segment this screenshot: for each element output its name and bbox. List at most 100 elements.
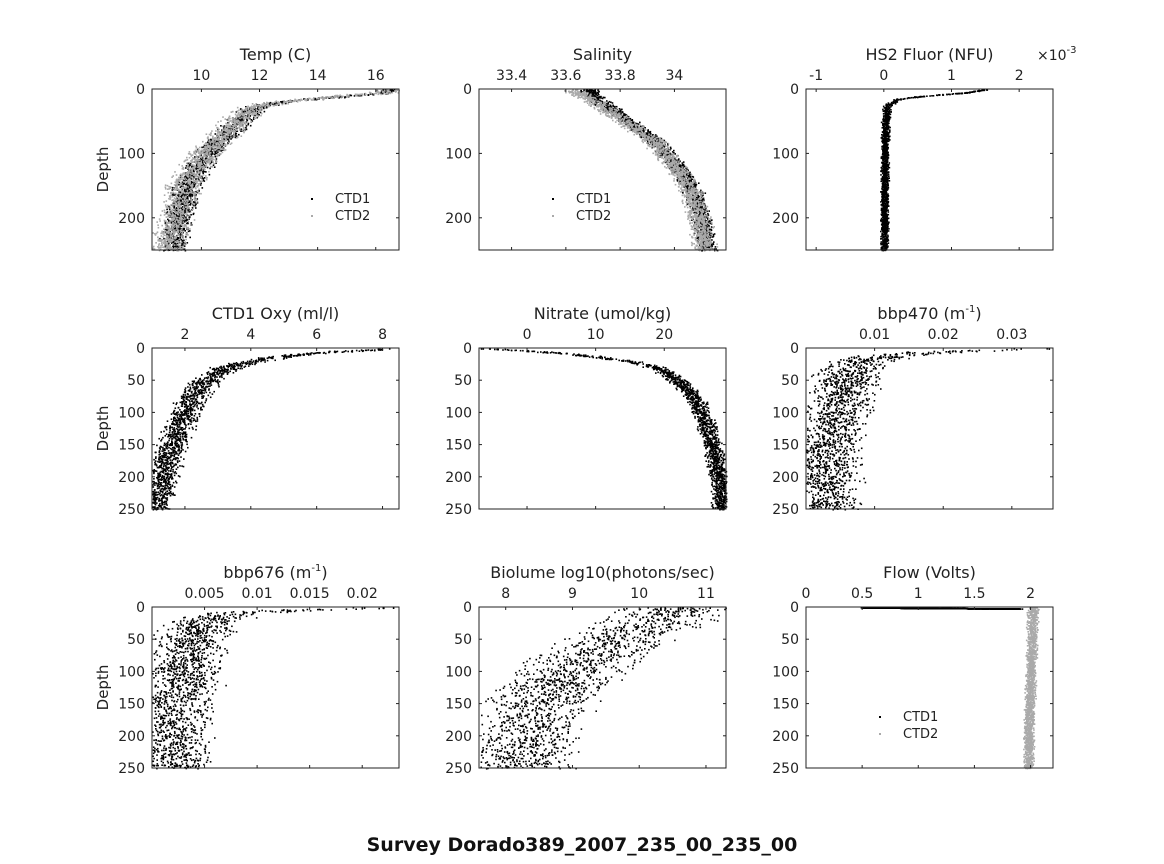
data-point — [175, 186, 177, 189]
data-point — [185, 226, 188, 228]
data-point — [236, 114, 239, 117]
data-point — [576, 89, 579, 91]
data-point — [244, 110, 247, 113]
data-point — [198, 161, 200, 164]
data-point — [189, 189, 192, 192]
data-point — [199, 160, 201, 163]
data-point — [174, 216, 176, 219]
data-point — [200, 151, 202, 153]
axes-box — [151, 88, 400, 251]
data-point — [693, 232, 696, 235]
data-point — [183, 208, 185, 210]
data-point — [633, 133, 635, 136]
data-point — [269, 101, 272, 104]
data-point — [167, 207, 169, 209]
data-point — [244, 122, 247, 124]
data-point — [680, 169, 683, 171]
data-point — [695, 204, 698, 207]
data-point — [686, 185, 688, 188]
data-point — [708, 237, 710, 240]
data-point — [710, 232, 712, 235]
data-point — [655, 134, 657, 136]
data-point — [161, 244, 163, 246]
data-point — [256, 105, 258, 107]
data-point — [180, 173, 182, 176]
data-point — [184, 177, 186, 179]
data-point — [601, 109, 604, 112]
data-point — [258, 107, 261, 110]
data-point — [182, 196, 184, 198]
data-point — [255, 117, 257, 119]
data-point — [599, 113, 602, 115]
data-point — [182, 210, 185, 212]
data-point — [193, 203, 195, 205]
data-point — [232, 129, 234, 131]
data-point — [188, 163, 191, 166]
data-point — [689, 175, 692, 178]
data-point — [227, 130, 230, 132]
data-point — [710, 226, 713, 228]
data-point — [189, 201, 192, 203]
data-point — [170, 215, 173, 218]
data-point — [688, 189, 690, 191]
data-point — [174, 201, 177, 204]
data-point — [198, 170, 201, 173]
data-point — [223, 149, 226, 152]
data-point — [647, 130, 649, 132]
data-point — [178, 192, 181, 195]
data-point — [622, 116, 624, 119]
data-point — [191, 176, 193, 179]
data-point — [237, 122, 239, 125]
data-point — [174, 248, 177, 250]
data-point — [240, 122, 242, 125]
data-point — [232, 131, 235, 133]
data-point — [228, 129, 231, 131]
data-point — [233, 119, 235, 122]
data-point — [615, 105, 618, 108]
data-point — [196, 198, 199, 200]
data-point — [234, 122, 237, 125]
data-point — [582, 97, 585, 100]
data-point — [233, 135, 236, 137]
data-point — [222, 141, 224, 143]
data-point — [681, 172, 683, 175]
data-point — [201, 162, 204, 164]
data-point — [167, 232, 170, 235]
data-point — [242, 129, 245, 132]
data-point — [693, 200, 695, 202]
data-point — [177, 216, 179, 219]
data-point — [176, 186, 178, 188]
data-point — [206, 156, 209, 159]
data-point — [670, 147, 672, 150]
data-point — [695, 185, 697, 187]
data-point — [220, 146, 223, 148]
data-point — [184, 175, 187, 178]
data-point — [706, 210, 708, 213]
data-point — [677, 158, 680, 161]
data-point — [596, 91, 599, 94]
data-point — [247, 117, 250, 120]
data-point — [254, 108, 257, 110]
data-point — [255, 105, 257, 107]
data-point — [258, 114, 260, 116]
data-point — [634, 122, 636, 124]
data-point — [184, 200, 187, 202]
data-point — [590, 90, 592, 93]
data-point — [180, 200, 182, 203]
data-point — [163, 230, 166, 233]
data-point — [390, 90, 393, 92]
data-point — [188, 192, 191, 194]
data-point — [163, 237, 165, 240]
data-point — [701, 224, 704, 226]
data-point — [169, 243, 172, 246]
data-point — [190, 187, 192, 190]
data-point — [236, 110, 239, 112]
data-point — [183, 178, 186, 180]
data-point — [663, 145, 666, 148]
data-point — [177, 204, 179, 206]
data-point — [177, 208, 179, 211]
data-point — [160, 242, 163, 245]
data-point — [296, 101, 299, 103]
data-point — [669, 146, 672, 149]
data-point — [165, 222, 168, 225]
